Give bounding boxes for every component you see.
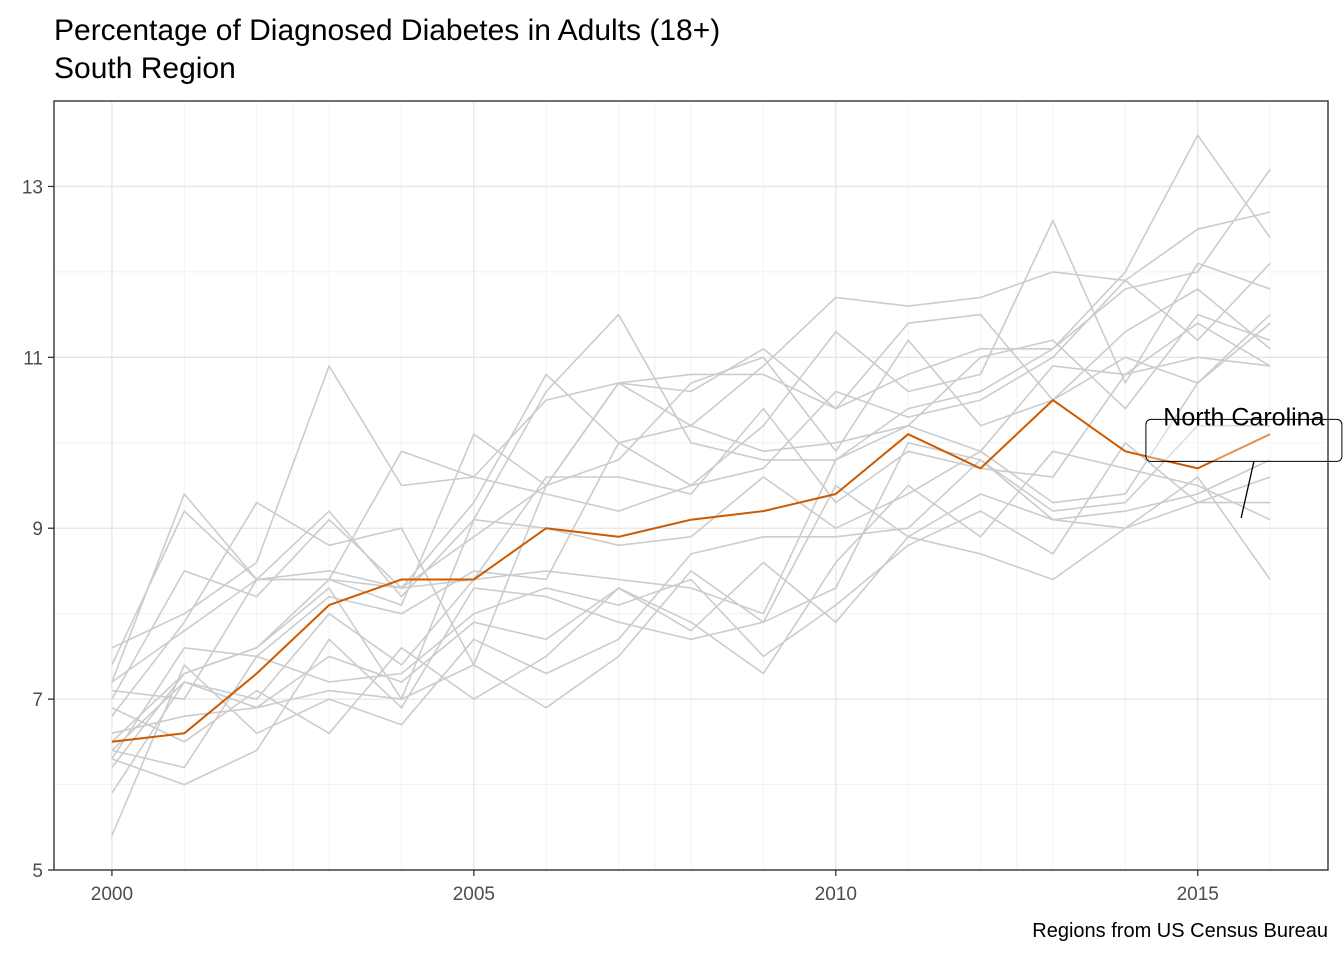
series-line-8 [111,313,1271,760]
axes: 5 7 9 11 13 2000 2005 2010 2015 [22,177,1219,905]
x-tick-label: 2005 [453,884,495,905]
y-tick-label: 5 [32,861,43,882]
chart-title: Percentage of Diagnosed Diabetes in Adul… [54,12,720,88]
y-tick-label: 11 [23,348,43,369]
highlight-series [111,399,1271,743]
annotation-label: North Carolina [1163,403,1324,431]
panel-border [53,100,1329,871]
x-tick-label: 2000 [91,884,133,905]
series-line-7 [111,322,1271,743]
series-line-6 [111,262,1271,683]
background-series [111,134,1271,837]
annotation-box [1145,418,1343,462]
y-tick-label: 7 [32,690,43,711]
series-line-11 [111,314,1271,768]
chart-subtitle: South Region [54,52,236,85]
annotation-pointer [1240,461,1255,519]
series-line-15 [111,459,1271,837]
y-tick-label: 13 [22,177,43,198]
chart-title-main: Percentage of Diagnosed Diabetes in Adul… [54,14,721,47]
series-line-1 [111,134,1271,683]
highlight-line [111,399,1271,743]
chart-caption: Regions from US Census Bureau [1032,920,1328,942]
series-line-13 [111,424,1271,786]
series-line-10 [111,322,1271,700]
x-tick-label: 2015 [1177,884,1219,905]
series-line-17 [111,476,1271,735]
x-tick-label: 2010 [815,884,857,905]
annotation: North Carolina [1145,403,1343,519]
series-line-5 [111,288,1271,717]
series-line-16 [111,476,1271,743]
y-tick-label: 9 [32,519,43,540]
series-line-9 [111,356,1271,751]
